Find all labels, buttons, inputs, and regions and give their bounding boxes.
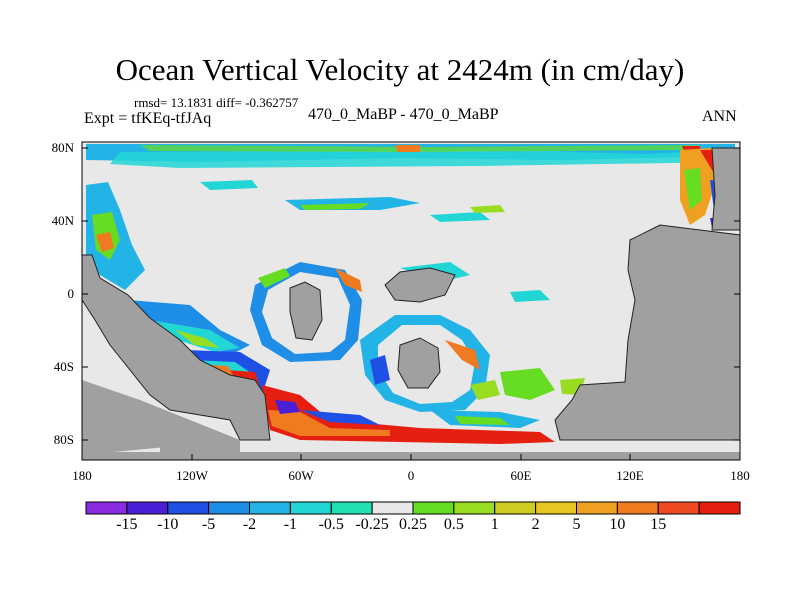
lon-label-0: 0: [407, 468, 415, 483]
colorbar-swatch: [126, 501, 169, 515]
lon-label-120w: 120W: [176, 468, 208, 483]
lon-label-180e: 180: [730, 468, 750, 483]
colorbar-tick-label: 15: [650, 516, 667, 533]
lon-label-60w: 60W: [288, 468, 314, 483]
land-island-north: [384, 267, 456, 303]
colorbar-tick-label: 0.25: [399, 516, 427, 533]
patch-east-green: [500, 368, 555, 400]
patch-east-cyan-2: [510, 290, 550, 302]
lat-label-80n: 80N: [51, 140, 74, 155]
colorbar-swatch: [167, 501, 210, 515]
lon-ticks: [81, 454, 741, 460]
colorbar-tick-label: 10: [609, 516, 626, 533]
colorbar-tick-label: -5: [201, 516, 216, 533]
lon-label-120e: 120E: [616, 468, 644, 483]
lat-label-0: 0: [67, 286, 75, 301]
patch-so-orange: [268, 410, 390, 436]
colorbar-tick-label: 1: [490, 516, 499, 533]
season-label: ANN: [702, 108, 737, 125]
run-comparison-label: 470_0_MaBP - 470_0_MaBP: [308, 106, 499, 123]
patch-nmid-cyan: [430, 212, 490, 222]
colorbar-swatch: [535, 501, 577, 515]
lon-label-60e: 60E: [510, 468, 532, 483]
patch-ring-west-green: [258, 268, 290, 288]
patch-so-purple: [275, 400, 300, 414]
lat-label-40n: 40N: [51, 213, 74, 228]
colorbar-tick-label: -0.5: [318, 516, 344, 533]
colorbar-swatch: [616, 501, 659, 515]
colorbar-swatch: [412, 501, 455, 515]
colorbar-swatch: [453, 501, 496, 515]
patch-so-blue: [300, 410, 380, 425]
patch-arctic-orange: [395, 145, 420, 152]
colorbar-tick-label: 2: [531, 516, 540, 533]
colorbar-swatch: [657, 501, 700, 515]
land-west-continent: [81, 254, 271, 441]
colorbar-swatch: [330, 501, 373, 515]
patch-so-green: [455, 416, 510, 425]
patch-natl-green: [300, 203, 370, 210]
colorbar-tick-label: -10: [157, 516, 179, 533]
colorbar-tick-label: 0.5: [443, 516, 464, 533]
colorbar-tick-label: -1: [283, 516, 298, 533]
colorbar-swatch: [85, 501, 128, 515]
patch-eqpac-green: [175, 330, 220, 348]
land-island-mid: [397, 337, 441, 389]
lat-label-80s: 80S: [53, 432, 74, 447]
colorbar-tick-label: 5: [572, 516, 581, 533]
colorbar-swatch: [494, 501, 537, 515]
patch-ring-mid-orange: [445, 340, 480, 370]
colorbar-swatch: [289, 501, 332, 515]
colorbar: [85, 501, 741, 515]
land-masses: [81, 147, 741, 455]
patch-arctic-cyan: [110, 150, 735, 168]
lat-ticks: [82, 147, 740, 441]
rmsd-diff-stats: rmsd= 13.1831 diff= -0.362757: [134, 95, 299, 110]
patch-ring-west-orange: [335, 268, 362, 292]
plot-title: Ocean Vertical Velocity at 2424m (in cm/…: [115, 52, 685, 87]
land-east-continent: [554, 224, 741, 441]
colorbar-swatch: [698, 501, 741, 515]
colorbar-tick-label: -2: [242, 516, 257, 533]
land-sw-block: [82, 380, 240, 455]
experiment-label: Expt = tfKEq-tfJAq: [84, 110, 212, 127]
patch-nmid-green: [470, 205, 505, 213]
patch-nw-boundary-orange: [96, 232, 114, 252]
colorbar-tick-label: -15: [116, 516, 138, 533]
colorbar-swatch: [371, 501, 414, 515]
patch-ring-mid-blue: [370, 355, 390, 385]
patch-ne-green: [684, 168, 702, 210]
land-ne-strip: [711, 147, 741, 231]
colorbar-swatch: [249, 501, 291, 515]
colorbar-swatch: [576, 501, 618, 515]
land-island-west: [289, 281, 323, 341]
patch-ring-mid-green: [470, 380, 500, 400]
land-polar-bit: [160, 440, 240, 455]
lon-label-180w: 180: [72, 468, 92, 483]
colorbar-tick-label: -0.25: [355, 516, 389, 533]
colorbar-swatch: [208, 501, 250, 515]
lat-label-40s: 40S: [53, 359, 74, 374]
patch-npac-cyan: [200, 180, 258, 190]
